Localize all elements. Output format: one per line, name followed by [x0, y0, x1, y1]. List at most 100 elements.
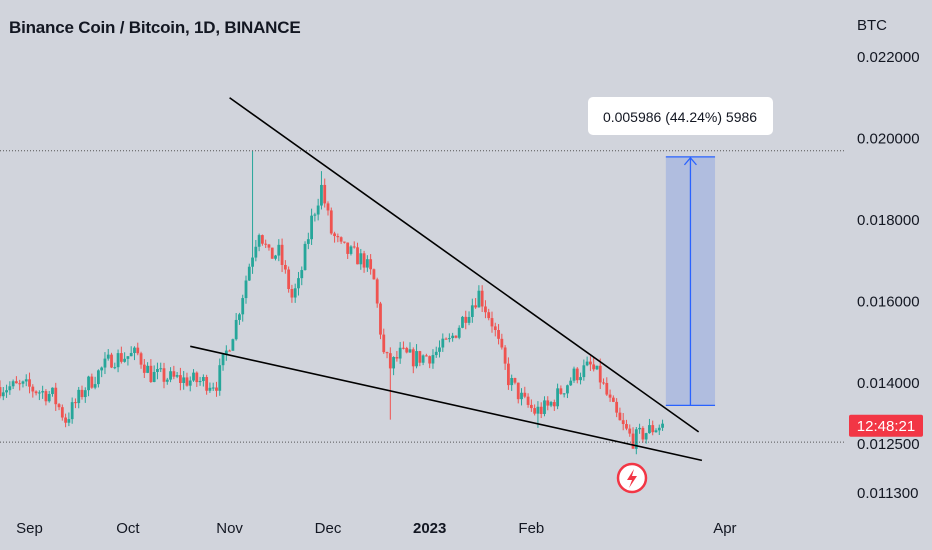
candle-body — [625, 424, 628, 429]
trendline-upper[interactable] — [229, 97, 700, 433]
candle-body — [467, 316, 471, 323]
candle-body — [628, 428, 632, 434]
candle-body — [234, 319, 238, 340]
time-axis[interactable]: Sep Oct Nov Dec 2023 Feb Apr — [16, 520, 736, 537]
price-tick-label: 0.016000 — [857, 294, 920, 311]
candle-body — [352, 246, 356, 248]
candle-body — [87, 376, 90, 391]
candle-body — [589, 361, 592, 365]
candle-body — [37, 392, 41, 394]
candle-body — [83, 390, 87, 398]
candle-body — [142, 364, 146, 373]
candle-body — [605, 382, 609, 395]
candle-body — [320, 184, 323, 206]
candle-body — [241, 298, 245, 315]
candle-body — [333, 233, 336, 237]
time-tick-label: Feb — [518, 520, 544, 537]
candle-body — [552, 402, 556, 407]
candle-body — [195, 372, 199, 383]
candle-body — [434, 351, 438, 356]
candle-body — [264, 243, 268, 245]
candle-body — [198, 381, 202, 383]
candle-body — [201, 377, 205, 382]
price-axis[interactable]: 0.022000 0.020000 0.018000 0.016000 0.014000… — [857, 49, 920, 502]
candle-body — [513, 378, 517, 383]
candle-body — [490, 318, 494, 327]
candle-body — [356, 247, 359, 265]
candle-body — [116, 353, 120, 368]
candle-body — [244, 280, 248, 299]
candle-body — [556, 388, 559, 407]
candle-body — [8, 386, 12, 391]
candle-body — [382, 334, 386, 353]
candle-body — [113, 367, 117, 369]
candle-body — [572, 368, 576, 381]
candle-body — [507, 363, 510, 386]
candle-body — [228, 350, 231, 352]
candle-body — [503, 347, 507, 364]
candle-body — [621, 420, 625, 425]
candle-body — [562, 393, 566, 395]
candle-body — [247, 266, 251, 281]
candle-body — [523, 392, 527, 397]
candle-body — [139, 353, 143, 365]
candle-body — [480, 290, 484, 307]
candle-body — [487, 312, 491, 319]
candle-body — [257, 235, 261, 247]
candle-body — [283, 264, 287, 270]
candle-body — [582, 365, 586, 378]
candle-body — [169, 371, 172, 380]
candle-body — [172, 371, 176, 377]
candle-body — [310, 215, 313, 240]
candle-body — [644, 433, 648, 440]
candle-body — [470, 305, 474, 317]
candle-body — [579, 377, 582, 381]
candle-body — [598, 365, 602, 383]
candle-body — [126, 356, 130, 359]
candle-body — [575, 368, 579, 381]
candle-body — [146, 365, 149, 373]
candle-body — [543, 400, 546, 414]
candle-body — [41, 391, 45, 393]
price-range-label-text: 0.005986 (44.24%) 5986 — [603, 109, 757, 125]
candle-body — [546, 400, 550, 406]
candle-body — [549, 402, 553, 406]
candle-body — [1, 392, 5, 397]
candle-body — [520, 392, 523, 400]
candle-body — [60, 407, 64, 418]
candle-body — [438, 347, 441, 352]
candle-body — [280, 244, 284, 265]
candle-body — [343, 241, 346, 243]
candle-body — [54, 387, 58, 405]
candle-body — [484, 306, 487, 313]
candle-body — [44, 391, 48, 402]
time-tick-label: Oct — [116, 520, 140, 537]
flash-alert-icon[interactable] — [616, 462, 648, 494]
candle-body — [428, 356, 432, 364]
candle-body — [641, 427, 645, 440]
candle-body — [179, 375, 182, 383]
candle-body — [254, 246, 258, 258]
candle-body — [346, 242, 350, 254]
trendline-lower[interactable] — [190, 345, 703, 462]
candle-body — [654, 430, 658, 433]
candle-body — [359, 253, 363, 265]
candle-body — [270, 247, 274, 259]
candle-body — [529, 404, 533, 409]
candle-body — [231, 339, 235, 351]
candle-body — [159, 368, 163, 370]
time-tick-label: Nov — [216, 520, 243, 537]
candle-body — [293, 288, 297, 298]
candle-body — [365, 259, 369, 268]
candle-body — [385, 352, 389, 354]
candle-body — [218, 365, 222, 391]
current-price-badge: 12:48:21 — [849, 414, 923, 437]
candle-body — [595, 365, 599, 370]
candle-body — [634, 429, 638, 449]
candle-body — [119, 353, 123, 362]
candle-body — [592, 364, 596, 370]
chart-title: Binance Coin / Bitcoin, 1D, BINANCE — [9, 18, 301, 37]
candle-body — [162, 368, 166, 382]
candle-body — [267, 244, 271, 248]
